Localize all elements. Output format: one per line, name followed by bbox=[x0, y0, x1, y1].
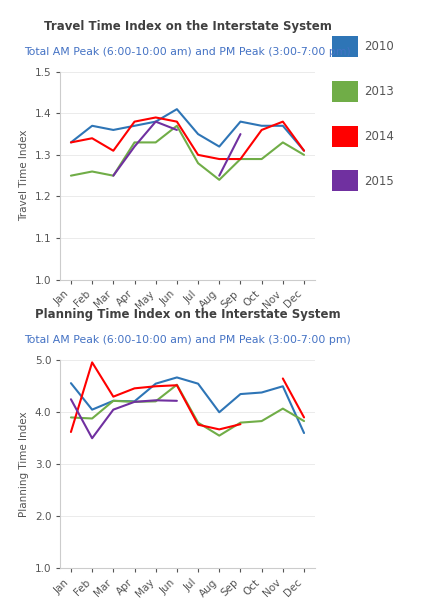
Y-axis label: Travel Time Index: Travel Time Index bbox=[19, 130, 29, 221]
Text: Travel Time Index on the Interstate System: Travel Time Index on the Interstate Syst… bbox=[43, 20, 331, 33]
Text: 2015: 2015 bbox=[363, 175, 393, 188]
Text: Planning Time Index on the Interstate System: Planning Time Index on the Interstate Sy… bbox=[34, 309, 340, 322]
Text: Total AM Peak (6:00-10:00 am) and PM Peak (3:00-7:00 pm): Total AM Peak (6:00-10:00 am) and PM Pea… bbox=[24, 47, 350, 57]
Text: 2014: 2014 bbox=[363, 130, 393, 143]
Text: Total AM Peak (6:00-10:00 am) and PM Peak (3:00-7:00 pm): Total AM Peak (6:00-10:00 am) and PM Pea… bbox=[24, 335, 350, 346]
Y-axis label: Planning Time Index: Planning Time Index bbox=[19, 411, 29, 517]
Text: 2013: 2013 bbox=[363, 85, 393, 98]
Text: 2010: 2010 bbox=[363, 40, 393, 53]
